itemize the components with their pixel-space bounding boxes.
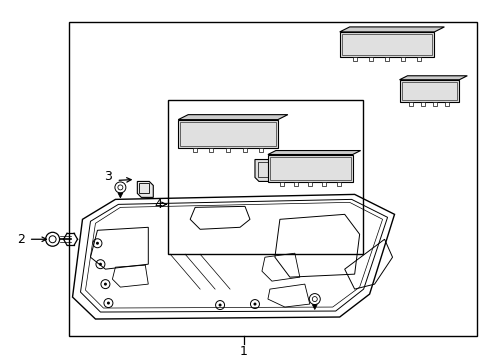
Text: 1: 1 xyxy=(240,345,247,359)
Bar xyxy=(280,183,284,186)
Bar xyxy=(307,183,312,186)
Polygon shape xyxy=(254,159,276,181)
Bar xyxy=(139,184,149,193)
Polygon shape xyxy=(267,150,360,154)
Bar xyxy=(258,162,272,177)
Bar xyxy=(341,34,431,55)
Bar xyxy=(445,102,448,106)
Polygon shape xyxy=(178,114,287,120)
Polygon shape xyxy=(339,27,444,32)
Polygon shape xyxy=(339,32,433,57)
Circle shape xyxy=(253,302,256,306)
Polygon shape xyxy=(137,181,153,197)
Bar xyxy=(400,57,404,61)
Bar xyxy=(368,57,372,61)
Circle shape xyxy=(218,303,221,307)
Polygon shape xyxy=(118,193,122,198)
Bar xyxy=(225,148,229,152)
Bar xyxy=(259,148,263,152)
Bar xyxy=(401,82,456,100)
Bar xyxy=(336,183,340,186)
Bar xyxy=(192,148,196,152)
Bar xyxy=(180,122,275,145)
Polygon shape xyxy=(267,154,352,183)
Polygon shape xyxy=(312,305,317,310)
Text: 4: 4 xyxy=(154,198,162,211)
Circle shape xyxy=(107,302,110,305)
Bar xyxy=(294,183,298,186)
Bar xyxy=(242,148,246,152)
Circle shape xyxy=(96,242,99,245)
Bar xyxy=(322,183,326,186)
Circle shape xyxy=(104,283,107,285)
Polygon shape xyxy=(399,80,458,102)
Circle shape xyxy=(99,263,102,266)
Bar xyxy=(68,22,476,336)
Bar xyxy=(353,57,357,61)
Text: 3: 3 xyxy=(104,170,112,183)
Bar xyxy=(432,102,436,106)
Bar xyxy=(269,157,350,180)
Text: 2: 2 xyxy=(17,233,24,246)
Polygon shape xyxy=(178,120,277,148)
Polygon shape xyxy=(399,76,467,80)
Bar xyxy=(384,57,388,61)
Bar xyxy=(421,102,425,106)
Bar xyxy=(408,102,413,106)
Bar xyxy=(168,100,362,254)
Bar xyxy=(209,148,213,152)
Bar xyxy=(416,57,420,61)
